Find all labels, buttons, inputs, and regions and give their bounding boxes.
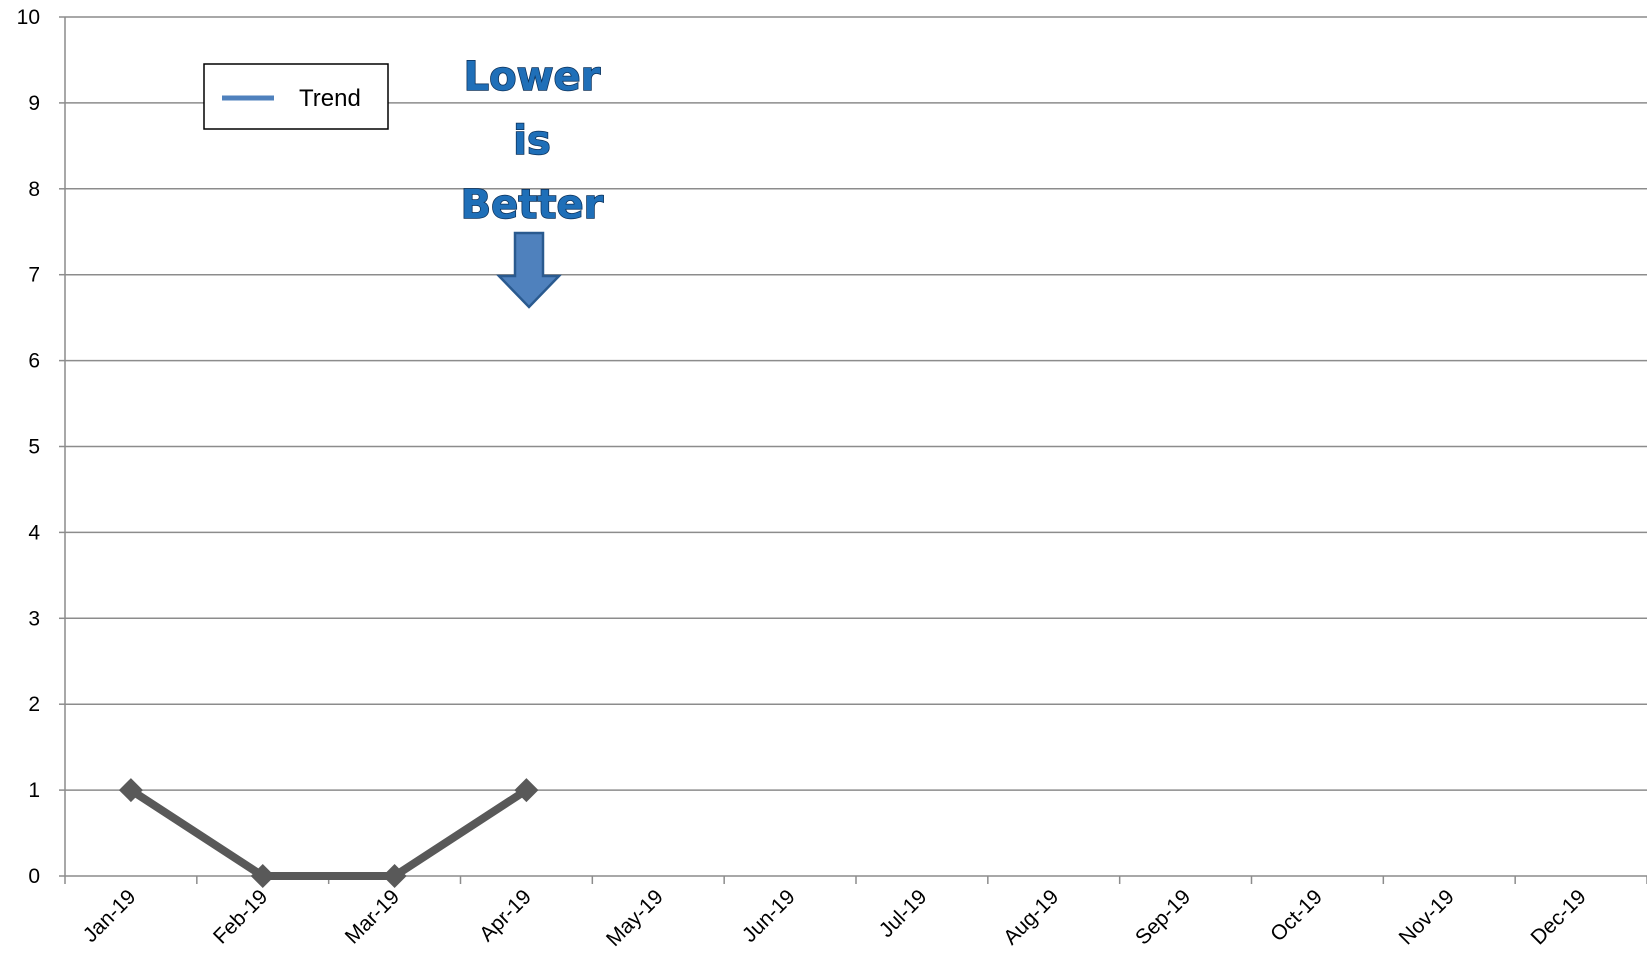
annotation-line-3: Better: [461, 182, 604, 228]
legend: Trend: [203, 63, 389, 130]
annotation-line-1: Lower: [464, 54, 601, 100]
down-arrow-icon: [496, 231, 562, 309]
x-tick-label: Dec-19: [1526, 885, 1590, 949]
x-tick-label: Mar-19: [341, 885, 404, 948]
y-tick-label: 5: [28, 436, 40, 459]
y-tick-label: 4: [28, 521, 40, 544]
y-tick-label: 9: [28, 92, 40, 115]
annotation-lower-is-better: Lower is Better: [460, 53, 604, 309]
y-tick-label: 2: [28, 693, 40, 716]
x-tick-labels: Jan-19 Feb-19 Mar-19 Apr-19 May-19 Jun-19 Jul-…: [79, 885, 1591, 951]
series-trend: [118, 778, 539, 888]
grid-lines: [65, 16, 1647, 791]
data-point-marker: [250, 864, 275, 888]
series-line-trend: [128, 786, 529, 880]
data-point-marker: [382, 864, 407, 888]
y-tick-label: 1: [28, 779, 40, 802]
y-tick-label: 3: [28, 607, 40, 630]
x-tick-label: Jun-19: [738, 885, 800, 947]
x-tick-label: Jan-19: [79, 885, 141, 947]
x-tick-label: Nov-19: [1395, 885, 1459, 949]
annotation-line-2: is: [513, 118, 551, 164]
data-point-marker: [118, 778, 143, 803]
y-tick-label: 8: [28, 178, 40, 201]
data-point-marker: [514, 778, 539, 803]
x-tick-label: Apr-19: [475, 885, 536, 946]
x-tick-label: Oct-19: [1266, 885, 1327, 946]
y-tick-label: 7: [28, 264, 40, 287]
x-tick-label: Jul-19: [875, 885, 932, 942]
y-tick-label: 6: [28, 350, 40, 373]
y-tick-label: 0: [28, 865, 40, 888]
legend-label-trend: Trend: [299, 85, 361, 112]
x-tick-label: May-19: [602, 885, 668, 951]
x-tick-label: Sep-19: [1131, 885, 1195, 949]
axes: [59, 16, 1647, 884]
x-tick-label: Feb-19: [209, 885, 272, 948]
y-tick-label: 10: [17, 6, 40, 29]
y-tick-labels: 0 1 2 3 4 5 6 7 8 9 10: [17, 6, 41, 888]
x-tick-label: Aug-19: [999, 885, 1063, 949]
legend-box: [203, 63, 389, 130]
